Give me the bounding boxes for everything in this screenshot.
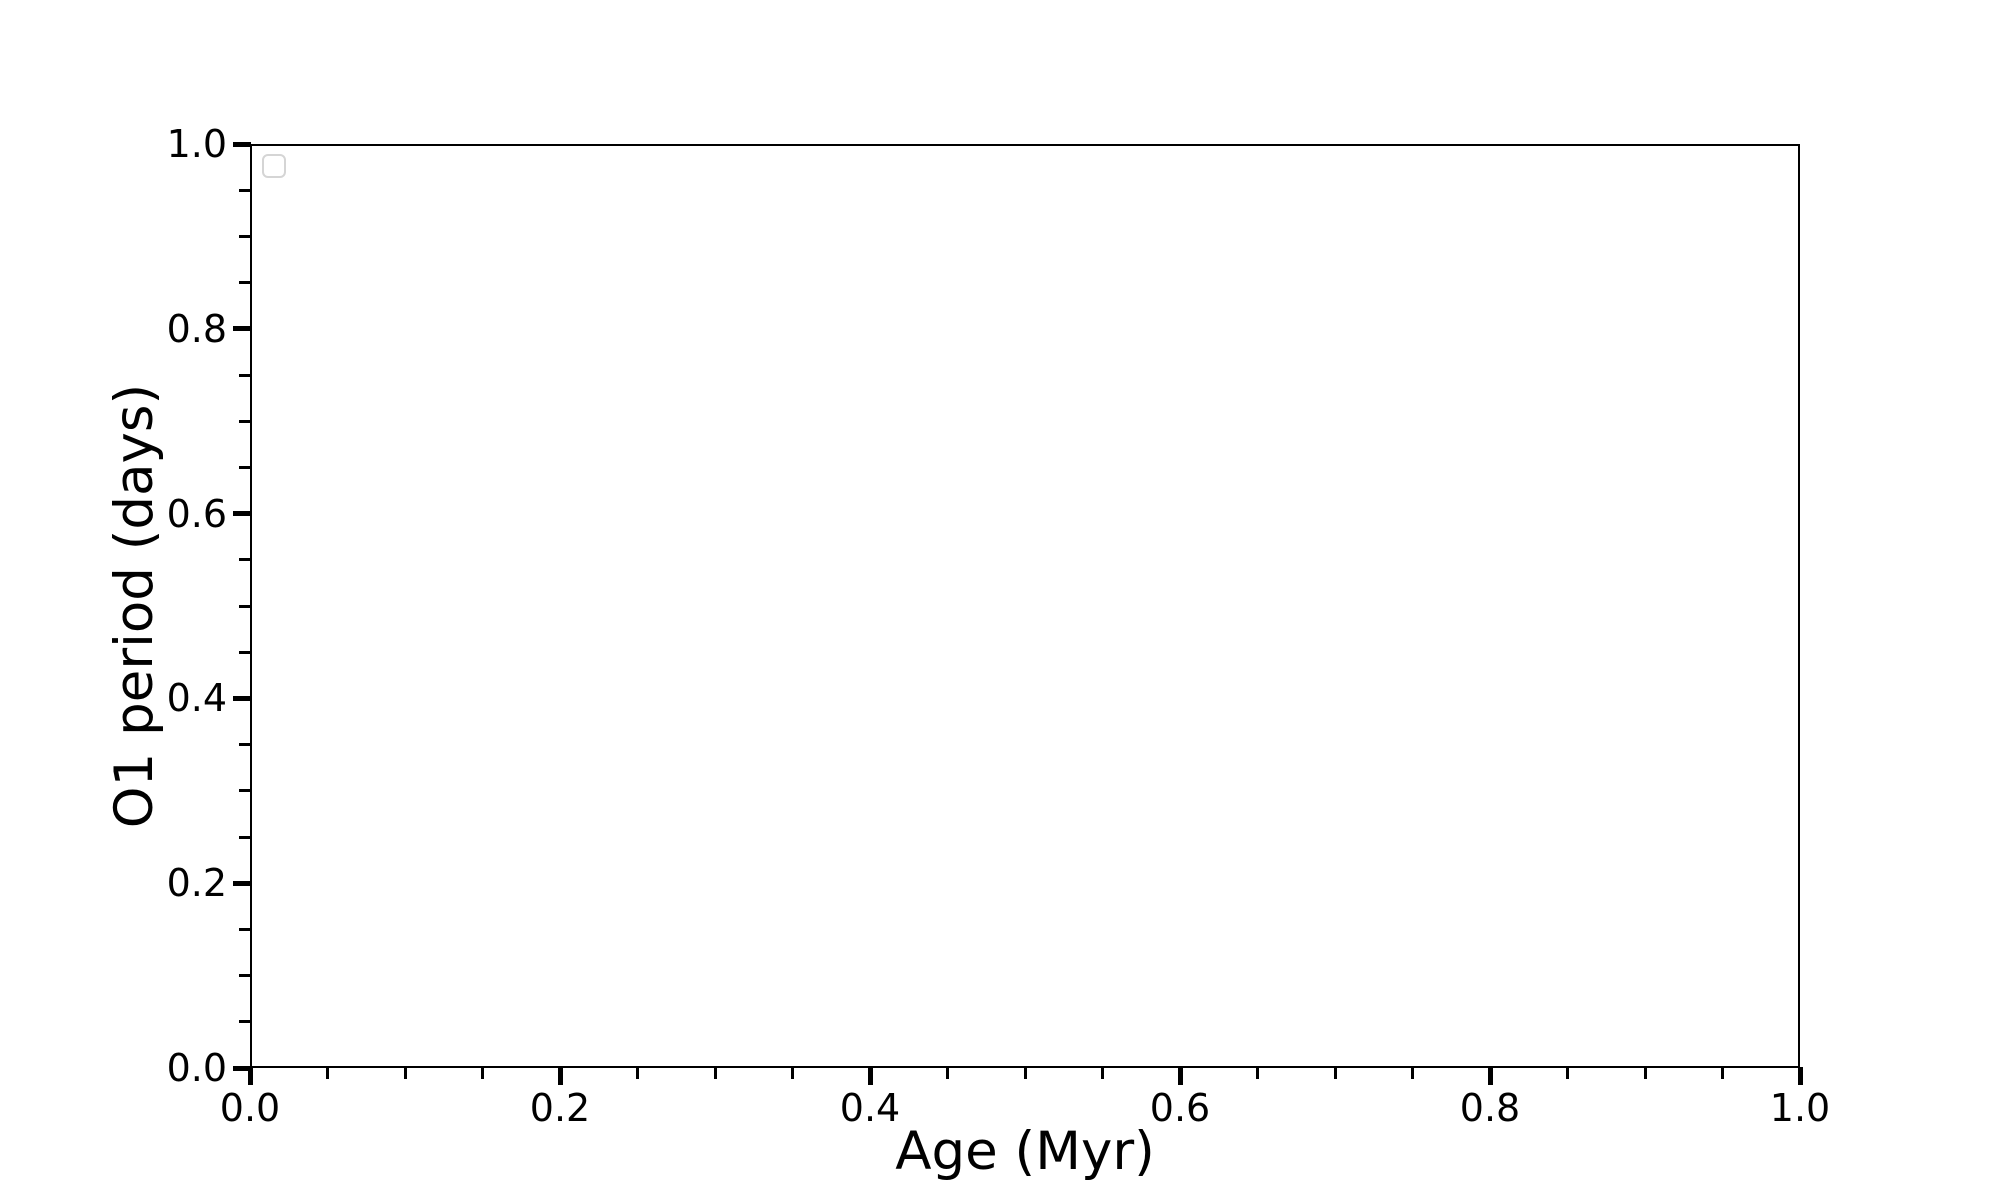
y-minor-tick <box>239 650 251 654</box>
y-axis-label: O1 period (days) <box>104 383 166 829</box>
y-tick-label: 0.8 <box>166 306 227 351</box>
y-minor-tick <box>239 789 251 793</box>
x-tick-label: 0.0 <box>219 1086 281 1130</box>
y-minor-tick <box>239 974 251 978</box>
x-major-tick <box>1797 1067 1803 1085</box>
y-major-tick <box>233 1065 251 1071</box>
x-tick-label: 0.2 <box>529 1086 591 1130</box>
x-minor-tick <box>1256 1067 1259 1079</box>
x-minor-tick <box>946 1067 949 1079</box>
y-minor-tick <box>239 373 251 377</box>
y-minor-tick <box>239 604 251 608</box>
x-major-tick <box>867 1067 873 1085</box>
x-minor-tick <box>791 1067 794 1079</box>
x-minor-tick <box>1721 1067 1724 1079</box>
y-tick-label: 0.0 <box>166 1046 227 1090</box>
x-axis-label: Age (Myr) <box>895 1121 1155 1182</box>
y-minor-tick <box>239 835 251 839</box>
x-minor-tick <box>403 1067 407 1079</box>
y-minor-tick <box>239 465 251 469</box>
x-minor-tick <box>636 1067 639 1079</box>
x-tick-label: 0.6 <box>1149 1086 1211 1130</box>
y-minor-tick <box>239 234 251 238</box>
y-minor-tick <box>239 419 251 423</box>
y-minor-tick <box>239 188 251 192</box>
x-minor-tick <box>1023 1067 1027 1079</box>
x-minor-tick <box>1643 1067 1647 1079</box>
x-major-tick <box>557 1067 563 1085</box>
y-tick-label: 0.4 <box>166 676 227 721</box>
y-major-tick <box>233 326 251 332</box>
y-minor-tick <box>239 281 251 285</box>
y-minor-tick <box>239 558 251 562</box>
y-major-tick <box>233 511 251 517</box>
x-tick-label: 0.4 <box>839 1086 901 1130</box>
x-major-tick <box>1177 1067 1183 1085</box>
plot-area <box>250 144 1800 1068</box>
x-major-tick <box>1487 1067 1493 1085</box>
y-tick-label: 1.0 <box>166 122 227 166</box>
y-minor-tick <box>239 743 251 747</box>
legend <box>262 154 286 178</box>
x-minor-tick <box>1333 1067 1337 1079</box>
y-major-tick <box>233 141 251 147</box>
x-tick-label: 1.0 <box>1769 1086 1831 1130</box>
x-minor-tick <box>1411 1067 1414 1079</box>
x-minor-tick <box>713 1067 717 1079</box>
y-tick-label: 0.6 <box>166 491 227 536</box>
x-minor-tick <box>326 1067 329 1079</box>
x-minor-tick <box>481 1067 484 1079</box>
x-major-tick <box>247 1067 253 1085</box>
y-tick-label: 0.2 <box>166 861 227 906</box>
y-minor-tick <box>239 1020 251 1024</box>
y-major-tick <box>233 880 251 886</box>
x-tick-label: 0.8 <box>1459 1086 1521 1130</box>
y-minor-tick <box>239 927 251 931</box>
x-minor-tick <box>1566 1067 1569 1079</box>
x-minor-tick <box>1101 1067 1104 1079</box>
y-major-tick <box>233 695 251 701</box>
